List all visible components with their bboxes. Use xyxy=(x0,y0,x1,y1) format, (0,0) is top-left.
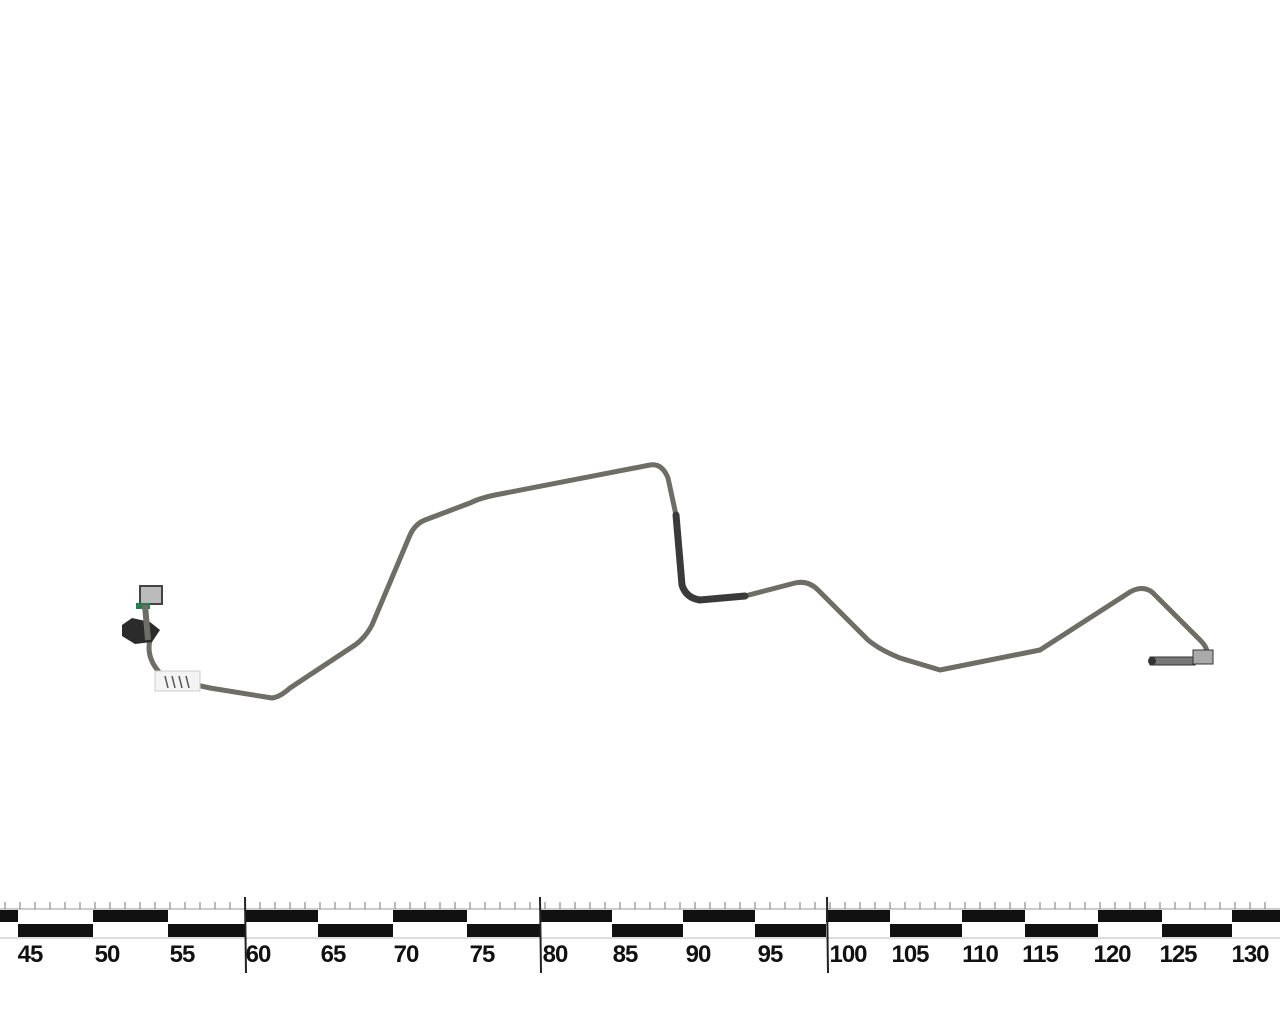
ruler-label: 95 xyxy=(758,941,783,968)
ruler-block xyxy=(467,924,540,937)
ruler-major-line xyxy=(244,896,247,974)
ruler-label: 80 xyxy=(543,941,568,968)
measuring-ruler: 45 50 55 60 65 70 75 80 85 90 95 100 105 110 115 120 125… xyxy=(0,896,1280,974)
right-connector-fitting xyxy=(1148,649,1214,666)
ruler-block xyxy=(168,924,245,937)
ruler-label: 75 xyxy=(470,941,495,968)
ruler-label: 50 xyxy=(95,941,120,968)
hose-sleeve xyxy=(672,511,749,604)
ruler-label: 65 xyxy=(321,941,346,968)
brake-line xyxy=(122,462,1214,701)
ruler-block xyxy=(890,924,962,937)
ruler-block xyxy=(1025,924,1098,937)
ruler-label: 120 xyxy=(1093,941,1131,968)
ruler-block xyxy=(18,924,93,937)
ruler-label: 125 xyxy=(1159,941,1197,968)
ruler-block xyxy=(245,910,318,922)
left-connector-fitting xyxy=(122,585,163,644)
ruler-label: 110 xyxy=(962,941,998,968)
ruler-block xyxy=(318,924,393,937)
ruler-label: 70 xyxy=(394,941,419,968)
ruler-block xyxy=(1162,924,1232,937)
ruler-block xyxy=(93,910,168,922)
ruler-label: 90 xyxy=(686,941,711,968)
ruler-label: 115 xyxy=(1022,941,1058,968)
label-tag xyxy=(154,670,201,692)
ruler-block xyxy=(1232,910,1280,922)
ruler-block xyxy=(1098,910,1162,922)
ruler-block xyxy=(755,924,826,937)
brake-line-tube xyxy=(146,462,1210,701)
ruler-block xyxy=(540,910,612,922)
ruler-label: 105 xyxy=(891,941,929,968)
ruler-block xyxy=(393,910,467,922)
ruler-block xyxy=(826,910,890,922)
ruler-label: 60 xyxy=(246,941,271,968)
ruler-block xyxy=(0,910,18,922)
ruler-block xyxy=(962,910,1025,922)
ruler-major-line xyxy=(539,896,542,974)
ruler-block xyxy=(683,910,755,922)
ruler-label: 45 xyxy=(18,941,43,968)
ruler-block xyxy=(612,924,683,937)
ruler-major-line xyxy=(826,896,829,974)
ruler-label: 55 xyxy=(170,941,195,968)
ruler-label: 130 xyxy=(1231,941,1269,968)
ruler-label: 100 xyxy=(829,941,867,968)
label-tag-stripes xyxy=(164,675,190,689)
ruler-label: 85 xyxy=(613,941,638,968)
